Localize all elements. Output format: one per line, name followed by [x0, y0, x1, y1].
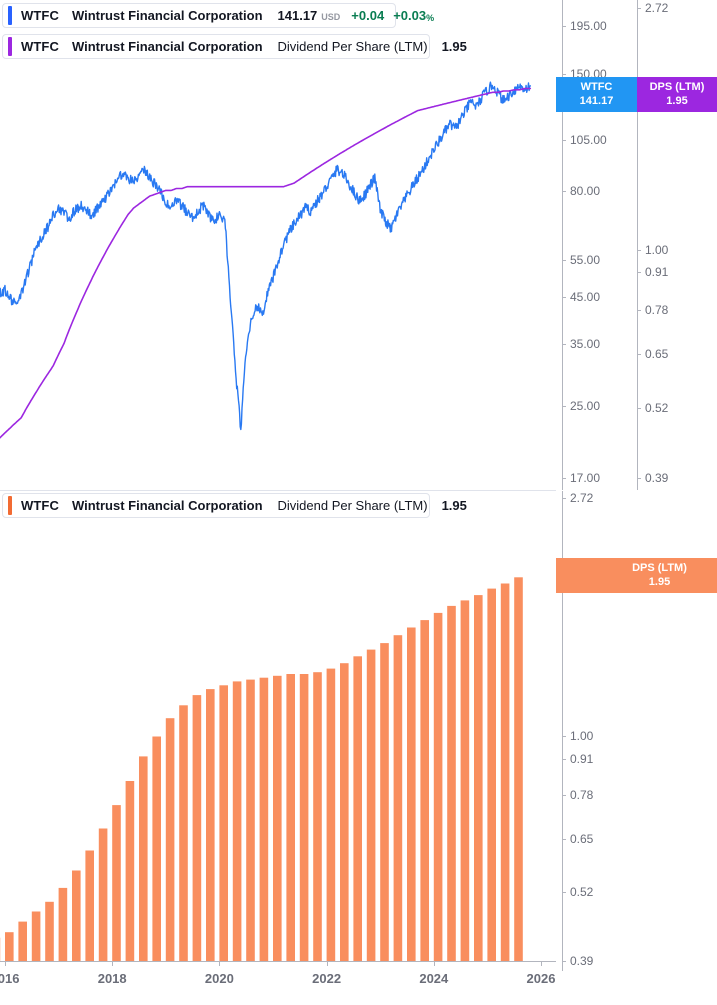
dps-chart-pane[interactable]	[0, 491, 556, 961]
axis-tick-label: 80.00	[570, 185, 600, 198]
axis-tick-mark	[562, 759, 566, 760]
dps-pane-badge[interactable]: DPS (LTM) 1.95	[556, 558, 717, 593]
axis-tick-label: 2.72	[570, 492, 593, 505]
axis-tick-label: 1.00	[570, 730, 593, 743]
axis-tick-label: 0.91	[645, 266, 668, 279]
axis-tick-label: 195.00	[570, 20, 607, 33]
price-badge[interactable]: WTFC 141.17	[556, 77, 637, 112]
legend-last-price: 141.17	[278, 8, 318, 23]
price-axis[interactable]: 195.00150.00130.00105.0080.0055.0045.003…	[562, 0, 622, 490]
axis-tick-mark	[562, 260, 566, 261]
legend-color-swatch	[8, 496, 12, 515]
axis-tick-label: 17.00	[570, 472, 600, 485]
legend-metric-value: 1.95	[442, 39, 467, 54]
axis-tick-mark	[562, 498, 566, 499]
legend-metric-name: Dividend Per Share (LTM)	[278, 39, 428, 54]
legend-metric-value: 1.95	[442, 498, 467, 513]
legend-metric-name: Dividend Per Share (LTM)	[278, 498, 428, 513]
axis-tick-mark	[562, 406, 566, 407]
axis-tick-mark	[637, 310, 641, 311]
axis-tick-mark	[562, 140, 566, 141]
time-axis-tick-mark	[541, 961, 542, 966]
axis-tick-label: 0.52	[570, 886, 593, 899]
legend-price[interactable]: WTFC Wintrust Financial Corporation 141.…	[2, 3, 396, 28]
axis-tick-label: 0.78	[645, 304, 668, 317]
axis-tick-label: 1.00	[645, 244, 668, 257]
axis-line	[0, 961, 556, 962]
axis-tick-mark	[562, 736, 566, 737]
axis-tick-mark	[637, 354, 641, 355]
axis-tick-mark	[562, 191, 566, 192]
axis-tick-mark	[562, 795, 566, 796]
dps-badge-value: 1.95	[637, 94, 717, 108]
axis-tick-label: 55.00	[570, 254, 600, 267]
time-axis[interactable]: 2016 2018 2020 2022 2024 2026	[0, 961, 556, 1005]
time-axis-tick-label: 2020	[205, 971, 234, 986]
axis-tick-label: 0.78	[570, 789, 593, 802]
time-axis-tick-mark	[219, 961, 220, 966]
time-axis-tick-mark	[5, 961, 6, 966]
time-axis-tick-mark	[327, 961, 328, 966]
axis-tick-label: 0.39	[645, 472, 668, 485]
dps-badge-title: DPS (LTM)	[632, 562, 687, 574]
legend-company-name: Wintrust Financial Corporation	[72, 39, 263, 54]
dps-badge-value: 1.95	[649, 576, 670, 588]
axis-tick-label: 0.91	[570, 753, 593, 766]
axis-tick-label: 0.52	[645, 402, 668, 415]
time-axis-tick-label: 2026	[527, 971, 556, 986]
legend-color-swatch	[8, 37, 12, 56]
axis-tick-label: 35.00	[570, 338, 600, 351]
axis-tick-label: 105.00	[570, 134, 607, 147]
axis-tick-mark	[562, 344, 566, 345]
axis-tick-mark	[562, 74, 566, 75]
price-chart-plot	[0, 0, 556, 490]
axis-tick-mark	[562, 478, 566, 479]
axis-tick-mark	[637, 8, 641, 9]
axis-line	[637, 0, 638, 490]
axis-tick-mark	[637, 272, 641, 273]
axis-tick-mark	[562, 297, 566, 298]
axis-tick-mark	[562, 26, 566, 27]
dps-bar-plot	[0, 491, 556, 961]
legend-change-percent: +0.03%	[393, 8, 434, 23]
price-chart-pane[interactable]	[0, 0, 556, 490]
chart-page: WTFC Wintrust Financial Corporation 141.…	[0, 0, 717, 1005]
legend-company-name: Wintrust Financial Corporation	[72, 498, 263, 513]
time-axis-tick-label: 2022	[312, 971, 341, 986]
price-badge-title: WTFC	[556, 80, 637, 94]
time-axis-tick-mark	[434, 961, 435, 966]
dps-overlay-axis[interactable]: 2.72 1.00 0.91 0.78 0.65 0.52 0.39	[637, 0, 707, 490]
legend-company-name: Wintrust Financial Corporation	[72, 8, 263, 23]
axis-tick-mark	[562, 961, 566, 962]
time-axis-tick-mark	[112, 961, 113, 966]
axis-tick-label: 25.00	[570, 400, 600, 413]
legend-ticker: WTFC	[21, 39, 59, 54]
percent-sign: %	[426, 13, 434, 23]
legend-currency: USD	[321, 12, 340, 22]
dps-overlay-badge[interactable]: DPS (LTM) 1.95	[637, 77, 717, 112]
legend-dps-pane[interactable]: WTFC Wintrust Financial Corporation Divi…	[2, 493, 430, 518]
axis-tick-mark	[637, 478, 641, 479]
price-badge-value: 141.17	[556, 94, 637, 108]
axis-tick-label: 0.65	[570, 833, 593, 846]
axis-tick-mark	[637, 408, 641, 409]
legend-ticker: WTFC	[21, 8, 59, 23]
axis-tick-label: 2.72	[645, 2, 668, 15]
axis-tick-mark	[562, 839, 566, 840]
axis-tick-label: 0.65	[645, 348, 668, 361]
time-axis-tick-label: 2016	[0, 971, 19, 986]
dps-badge-title: DPS (LTM)	[637, 80, 717, 94]
axis-tick-mark	[637, 250, 641, 251]
legend-color-swatch	[8, 6, 12, 25]
legend-ticker: WTFC	[21, 498, 59, 513]
legend-dps-overlay[interactable]: WTFC Wintrust Financial Corporation Divi…	[2, 34, 430, 59]
time-axis-tick-label: 2018	[98, 971, 127, 986]
legend-change-absolute: +0.04	[351, 8, 384, 23]
axis-tick-label: 0.39	[570, 955, 593, 968]
axis-tick-label: 45.00	[570, 291, 600, 304]
time-axis-tick-label: 2024	[419, 971, 448, 986]
axis-tick-mark	[562, 892, 566, 893]
